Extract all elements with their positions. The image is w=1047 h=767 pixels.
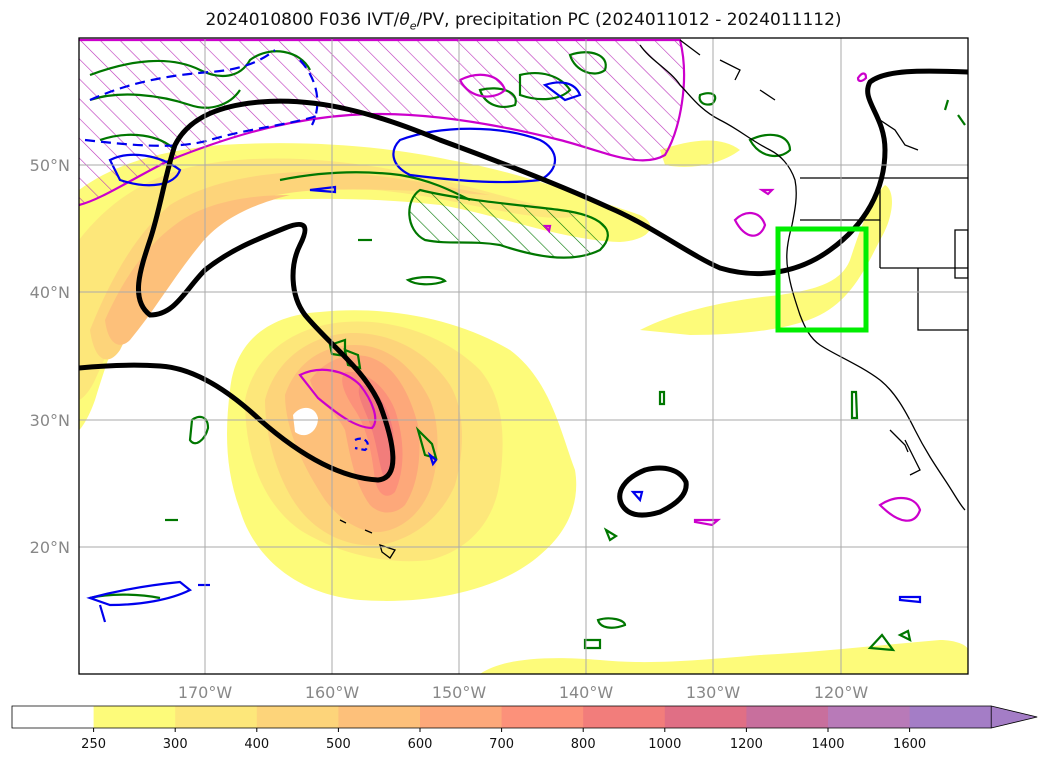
colorbar-extend-arrow (990, 705, 1038, 729)
colorbar-tick-label: 1000 (648, 737, 681, 752)
colorbar-segment (664, 706, 747, 728)
colorbar-segment (501, 706, 584, 728)
colorbar-tick-label: 700 (489, 737, 514, 752)
lon-label-160w: 160°W (305, 683, 360, 702)
lat-label-30: 30°N (30, 411, 70, 430)
theta-symbol: θ (399, 10, 410, 30)
magenta-contours (298, 72, 922, 527)
colorbar-tick-label: 800 (571, 737, 596, 752)
colorbar-segment (338, 706, 421, 728)
lat-label-40: 40°N (30, 283, 70, 302)
colorbar-segment (420, 706, 503, 728)
colorbar-segment (828, 706, 911, 728)
title-prefix: 2024010800 F036 IVT/ (205, 10, 400, 30)
colorbar-tick-label: 1400 (811, 737, 844, 752)
colorbar-tick-label: 1200 (730, 737, 763, 752)
lon-label-140w: 140°W (559, 683, 614, 702)
colorbar-tick-label: 500 (326, 737, 351, 752)
gridlines (79, 38, 968, 674)
map-panel (79, 38, 968, 674)
colorbar-segment (746, 706, 829, 728)
lat-labels: 50°N 40°N 30°N 20°N (30, 156, 70, 557)
green-contours (89, 50, 966, 652)
colorbar-segment (175, 706, 258, 728)
lon-label-150w: 150°W (432, 683, 487, 702)
lon-label-130w: 130°W (686, 683, 741, 702)
colorbar-tick-label: 300 (163, 737, 188, 752)
colorbar-segment (93, 706, 176, 728)
lon-label-120w: 120°W (814, 683, 869, 702)
coastline (339, 39, 968, 559)
ivt-shading (79, 140, 968, 674)
colorbar-segment (12, 706, 95, 728)
colorbar-segment (583, 706, 666, 728)
lon-label-170w: 170°W (178, 683, 233, 702)
title-suffix: /PV, precipitation PC (2024011012 - 2024… (416, 10, 842, 30)
colorbar-segment (256, 706, 339, 728)
lon-labels: 170°W 160°W 150°W 140°W 130°W 120°W (178, 683, 869, 702)
target-region-box (775, 226, 869, 333)
theta-subscript: e (409, 19, 417, 33)
colorbar-tick-label: 1600 (893, 737, 926, 752)
lat-label-50: 50°N (30, 156, 70, 175)
map-title: 2024010800 F036 IVT/θe/PV, precipitation… (0, 10, 1047, 32)
theta-e-contours (79, 68, 968, 518)
colorbar-tick-label: 400 (244, 737, 269, 752)
colorbar: 250 300 400 500 600 700 800 1000 1200 1400 1600 (11, 705, 1038, 752)
colorbar-segment (909, 706, 992, 728)
colorbar-tick-label: 600 (408, 737, 433, 752)
colorbar-tick-label: 250 (81, 737, 106, 752)
map-frame (78, 37, 969, 675)
lat-label-20: 20°N (30, 538, 70, 557)
